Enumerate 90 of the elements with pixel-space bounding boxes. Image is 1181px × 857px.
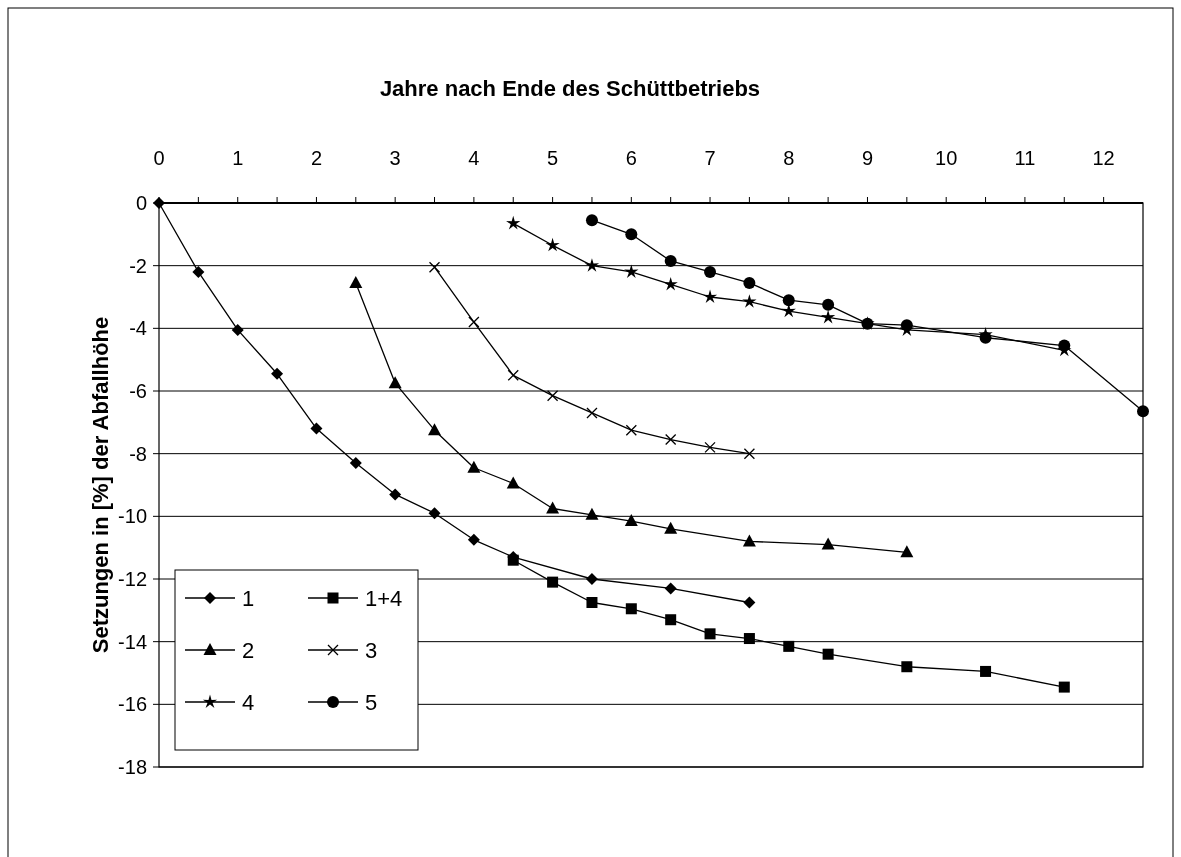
- point: [980, 665, 992, 677]
- point: [388, 376, 402, 389]
- point: [665, 614, 677, 626]
- x-tick-label: 0: [153, 147, 165, 169]
- point: [467, 533, 480, 546]
- point: [822, 298, 835, 311]
- point: [349, 275, 363, 288]
- point: [822, 648, 834, 660]
- point: [310, 422, 323, 435]
- x-tick-label: 6: [625, 147, 637, 169]
- y-tick-label: -6: [129, 380, 147, 402]
- point: [428, 423, 442, 436]
- y-tick-label: -16: [118, 693, 147, 716]
- y-tick-label: -4: [129, 317, 147, 340]
- point: [743, 633, 755, 645]
- point: [1137, 405, 1149, 418]
- y-tick-label: -14: [118, 630, 147, 653]
- legend-label: 5: [365, 690, 378, 715]
- x-tick-label: 3: [389, 147, 401, 169]
- legend-label: 2: [242, 638, 255, 663]
- point: [702, 289, 718, 304]
- point: [192, 265, 205, 278]
- point: [546, 390, 559, 402]
- y-tick-label: -12: [118, 568, 147, 590]
- y-tick-label: -8: [129, 442, 147, 465]
- point: [663, 276, 678, 291]
- point: [546, 501, 560, 514]
- point: [585, 573, 598, 585]
- point: [468, 316, 480, 328]
- x-tick-label: 10: [935, 147, 958, 169]
- x-tick-label: 7: [704, 147, 716, 169]
- point: [467, 460, 481, 473]
- point: [349, 457, 362, 470]
- y-axis-title: Setzungen in [%] der Abfallhöhe: [88, 316, 113, 654]
- y-tick-label: 0: [135, 192, 147, 214]
- point: [506, 215, 521, 230]
- point: [428, 261, 441, 273]
- point: [506, 476, 520, 489]
- point: [783, 640, 795, 652]
- point: [1058, 681, 1070, 693]
- point: [900, 545, 914, 558]
- point: [704, 265, 717, 278]
- point: [742, 294, 757, 308]
- y-tick-label: -18: [118, 756, 147, 778]
- chart-title: Jahre nach Ende des Schüttbetriebs: [379, 76, 761, 101]
- legend-label: 1: [242, 586, 255, 611]
- point: [231, 323, 244, 336]
- x-tick-label: 4: [468, 147, 480, 169]
- legend-label: 3: [365, 638, 378, 663]
- point: [271, 367, 284, 380]
- point: [782, 294, 795, 307]
- point: [821, 537, 835, 550]
- point: [428, 507, 441, 520]
- point: [545, 237, 560, 252]
- x-tick-label: 5: [547, 147, 559, 169]
- x-tick-label: 11: [1014, 147, 1036, 169]
- point: [664, 582, 677, 595]
- x-tick-label: 12: [1092, 147, 1115, 169]
- point: [625, 424, 637, 436]
- point: [664, 521, 678, 534]
- point: [743, 596, 756, 609]
- point: [586, 407, 598, 419]
- point: [625, 603, 637, 615]
- point: [389, 488, 402, 501]
- point: [664, 254, 677, 267]
- point: [743, 276, 756, 289]
- y-tick-label: -10: [118, 505, 147, 528]
- x-tick-label: 9: [861, 147, 874, 169]
- point: [743, 448, 756, 460]
- x-tick-label: 2: [310, 147, 322, 169]
- x-tick-label: 8: [783, 147, 795, 169]
- point: [584, 258, 600, 272]
- point: [507, 369, 519, 381]
- point: [547, 576, 559, 588]
- legend-label: 1+4: [365, 586, 403, 611]
- point: [901, 661, 913, 673]
- point: [820, 309, 836, 324]
- point: [624, 514, 638, 527]
- point: [742, 534, 756, 547]
- point: [665, 433, 677, 446]
- point: [704, 441, 716, 454]
- point: [624, 264, 639, 278]
- point: [585, 214, 598, 227]
- point: [704, 628, 716, 640]
- y-tick-label: -2: [129, 254, 147, 277]
- point: [585, 507, 599, 520]
- x-tick-label: 1: [232, 147, 244, 169]
- point: [625, 228, 638, 241]
- legend-label: 4: [242, 690, 255, 715]
- point: [586, 597, 598, 608]
